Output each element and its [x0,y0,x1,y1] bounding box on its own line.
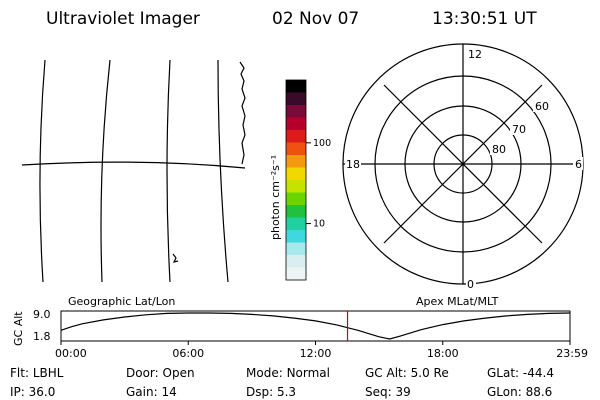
mlt-label-12: 12 [468,48,482,61]
coastline [239,61,246,165]
colorbar-segment [286,217,306,231]
geo-panel-label: Geographic Lat/Lon [68,295,175,308]
latitude-line [21,161,246,169]
x-tick-label: 18:00 [427,347,459,360]
colorbar: 100 10 photon cm⁻²s⁻¹ [269,79,331,281]
colorbar-segment [286,142,306,156]
lat-label-60: 60 [535,100,549,113]
colorbar-segment [286,255,306,268]
colorbar-gradient [286,80,306,281]
seq-field: Seq: 39 [365,385,411,399]
x-tick-label: 23:59 [556,347,588,360]
mlt-diagonal [383,84,543,244]
colorbar-segment [286,80,306,93]
geo-map-panel [21,59,246,283]
time-label: 13:30:51 UT [432,9,537,29]
meridian-line [100,59,111,283]
colorbar-segment [286,205,306,218]
x-tick-label: 06:00 [172,347,204,360]
glon-field: GLon: 88.6 [487,385,552,399]
colorbar-segment [286,105,306,118]
altitude-series-line [60,312,571,340]
x-tick-label: 00:00 [55,347,87,360]
colorbar-segment [286,180,306,193]
instrument-title: Ultraviolet Imager [46,9,200,29]
gain-field: Gain: 14 [126,385,177,399]
flt-field: Flt: LBHL [10,366,64,380]
mode-field: Mode: Normal [246,366,330,380]
colorbar-segment [286,92,306,106]
mlt-label-0: 0 [467,278,474,291]
polar-plot [342,43,584,285]
meridian-line [166,59,171,283]
colorbar-segment [286,167,306,181]
label-bg [510,122,528,135]
lat-label-70: 70 [512,123,526,136]
polar-labels: 12 6 0 18 60 70 80 [345,47,583,291]
colorbar-segment [286,117,306,131]
altitude-chart: GC Alt 9.0 1.8 00:00 06:00 12:00 18:00 23:59 [12,308,588,360]
colorbar-frame [285,79,307,281]
mlt-label-6: 6 [575,158,582,171]
lat-label-80: 80 [492,143,506,156]
colorbar-segment [286,130,306,143]
mlt-label-18: 18 [346,158,360,171]
status-footer: Flt: LBHL Door: Open Mode: Normal GC Alt… [10,366,554,399]
dsp-field: Dsp: 5.3 [246,385,296,399]
x-axis-ticks: 00:00 06:00 12:00 18:00 23:59 [55,341,588,360]
coastline [172,253,179,263]
gc-alt-field: GC Alt: 5.0 Re [365,366,449,380]
glat-field: GLat: -44.4 [487,366,554,380]
label-bg [573,157,583,170]
colorbar-tick-label: 100 [313,138,331,149]
colorbar-segment [286,230,306,243]
label-bg [466,277,476,290]
colorbar-segment [286,242,306,256]
polar-panel-label: Apex MLat/MLT [416,295,499,308]
altitude-axis-label: GC Alt [12,311,25,346]
date-label: 02 Nov 07 [272,9,359,29]
label-bg [490,142,508,155]
x-tick-label: 12:00 [300,347,332,360]
colorbar-tick-label: 10 [313,219,325,230]
meridian-line [39,59,46,283]
label-bg [466,47,480,60]
ip-field: IP: 36.0 [10,385,55,399]
y-tick-label: 1.8 [33,330,51,343]
label-bg [345,157,361,170]
colorbar-unit-label: photon cm⁻²s⁻¹ [269,155,282,240]
y-tick-label: 9.0 [33,308,51,321]
colorbar-segment [286,155,306,168]
meridian-line [217,59,229,283]
colorbar-segment [286,192,306,206]
colorbar-segment [286,267,306,281]
door-field: Door: Open [126,366,195,380]
label-bg [533,99,551,112]
